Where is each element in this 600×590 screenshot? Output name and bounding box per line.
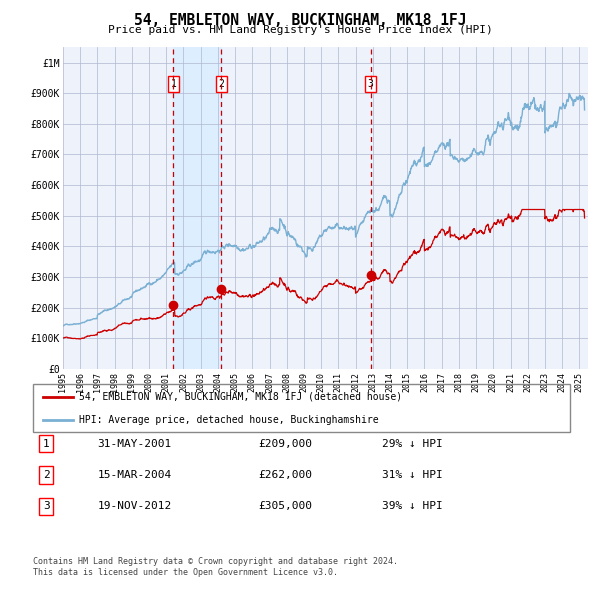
Text: 2: 2 xyxy=(218,79,224,89)
Text: 3: 3 xyxy=(368,79,374,89)
Text: 15-MAR-2004: 15-MAR-2004 xyxy=(97,470,172,480)
Text: 54, EMBLETON WAY, BUCKINGHAM, MK18 1FJ: 54, EMBLETON WAY, BUCKINGHAM, MK18 1FJ xyxy=(134,13,466,28)
Text: 2: 2 xyxy=(43,470,50,480)
Text: £262,000: £262,000 xyxy=(259,470,313,480)
Text: 31-MAY-2001: 31-MAY-2001 xyxy=(97,439,172,448)
Text: 3: 3 xyxy=(43,502,50,511)
Text: 54, EMBLETON WAY, BUCKINGHAM, MK18 1FJ (detached house): 54, EMBLETON WAY, BUCKINGHAM, MK18 1FJ (… xyxy=(79,392,402,402)
Text: £305,000: £305,000 xyxy=(259,502,313,511)
Text: 1: 1 xyxy=(170,79,176,89)
Text: Contains HM Land Registry data © Crown copyright and database right 2024.: Contains HM Land Registry data © Crown c… xyxy=(33,558,398,566)
Text: 19-NOV-2012: 19-NOV-2012 xyxy=(97,502,172,511)
Text: 29% ↓ HPI: 29% ↓ HPI xyxy=(382,439,443,448)
Text: This data is licensed under the Open Government Licence v3.0.: This data is licensed under the Open Gov… xyxy=(33,568,338,577)
Text: 31% ↓ HPI: 31% ↓ HPI xyxy=(382,470,443,480)
Text: HPI: Average price, detached house, Buckinghamshire: HPI: Average price, detached house, Buck… xyxy=(79,415,378,425)
Bar xyxy=(173,47,221,369)
Text: 1: 1 xyxy=(43,439,50,448)
Text: £209,000: £209,000 xyxy=(259,439,313,448)
Text: Price paid vs. HM Land Registry's House Price Index (HPI): Price paid vs. HM Land Registry's House … xyxy=(107,25,493,35)
Text: 39% ↓ HPI: 39% ↓ HPI xyxy=(382,502,443,511)
